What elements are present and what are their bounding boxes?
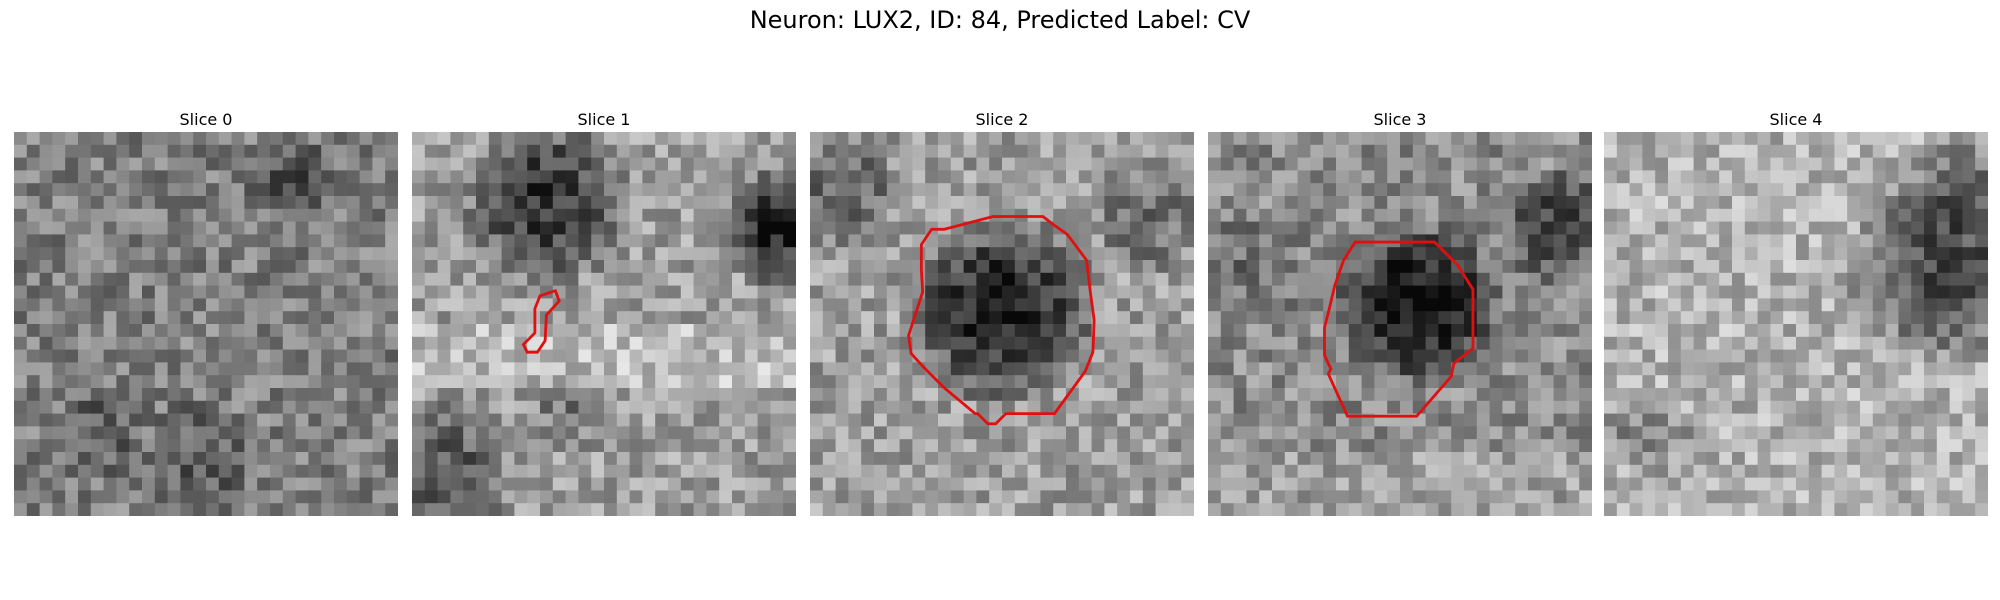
roi-outline-3 <box>1323 240 1475 418</box>
slice-image-1 <box>412 132 796 516</box>
slice-panel-3: Slice 3 <box>1208 108 1592 516</box>
slice-title-3: Slice 3 <box>1373 110 1427 129</box>
roi-outline-1 <box>521 288 561 354</box>
slice-image-2 <box>810 132 1194 516</box>
slice-panel-1: Slice 1 <box>412 108 796 516</box>
figure-title: Neuron: LUX2, ID: 84, Predicted Label: C… <box>749 6 1251 34</box>
slice-title-2: Slice 2 <box>975 110 1029 129</box>
slice-panel-2: Slice 2 <box>810 108 1194 516</box>
slice-image-3 <box>1208 132 1592 516</box>
roi-outline-2 <box>907 215 1096 426</box>
slice-title-0: Slice 0 <box>179 110 233 129</box>
slice-panel-0: Slice 0 <box>14 108 398 516</box>
slice-title-1: Slice 1 <box>577 110 631 129</box>
slice-image-0 <box>14 132 398 516</box>
slice-image-4 <box>1604 132 1988 516</box>
slice-title-4: Slice 4 <box>1769 110 1823 129</box>
slice-panel-4: Slice 4 <box>1604 108 1988 516</box>
